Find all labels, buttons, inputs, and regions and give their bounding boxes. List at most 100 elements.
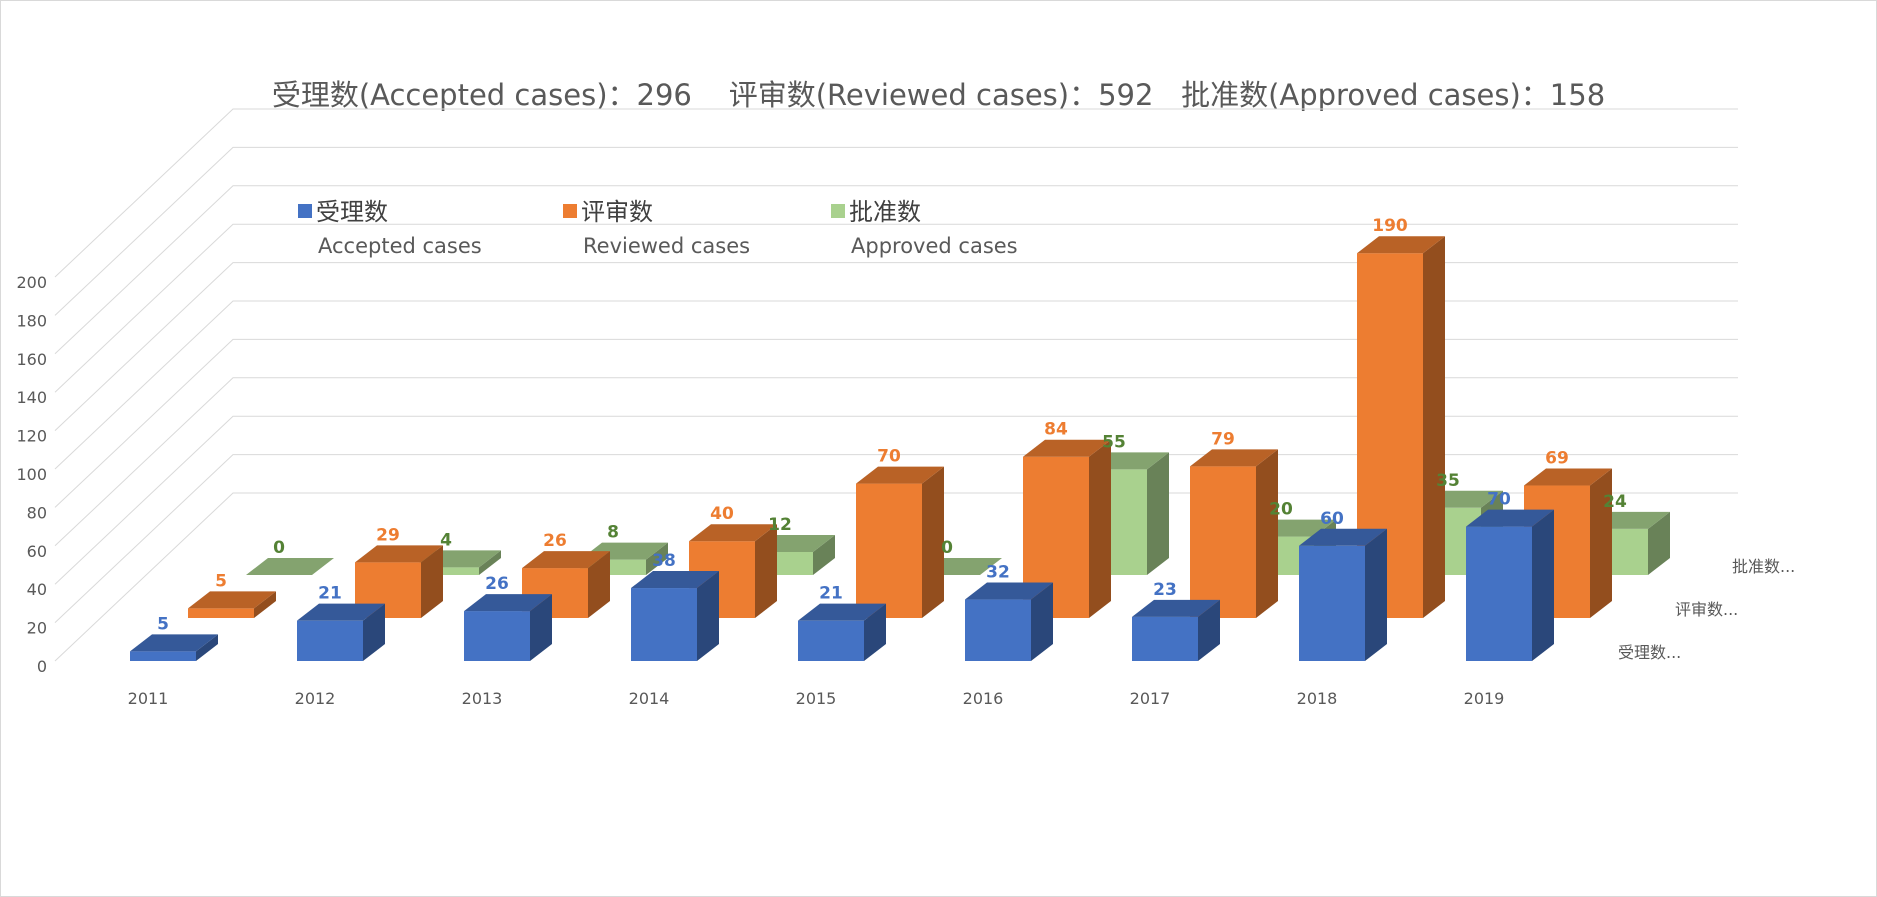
bar-top [1190, 449, 1278, 467]
bar-side [196, 634, 218, 661]
data-label: 21 [819, 584, 843, 604]
bar-top [464, 594, 552, 612]
bar-side [1590, 468, 1612, 618]
bar-top [856, 466, 944, 484]
y-tick-label: 200 [16, 273, 47, 292]
bar-top [631, 571, 719, 589]
data-label: 26 [543, 531, 567, 551]
x-tick-label: 2018 [1297, 689, 1338, 708]
bar [1190, 449, 1278, 618]
x-tick-label: 2011 [128, 689, 169, 708]
bar-top [355, 545, 443, 563]
bar-front [798, 620, 864, 661]
bar-top [965, 582, 1053, 600]
legend: 受理数 Accepted cases 评审数 Reviewed cases 批准数 App… [298, 198, 1018, 258]
data-labels: 0 4 8 12 0 55 20 35 24 5 29 26 40 70 84 79 190 69 5 21 26 38 2… [157, 216, 1627, 634]
data-label: 29 [376, 525, 400, 545]
bar-top [798, 603, 886, 621]
bar-front [631, 588, 697, 661]
x-tick-label: 2017 [1130, 689, 1171, 708]
gridline [54, 108, 1738, 278]
gridline [54, 262, 1738, 431]
bar [1299, 528, 1387, 661]
bar-side [530, 594, 552, 661]
gridline [54, 185, 1738, 355]
legend-sublabel: Reviewed cases [583, 234, 750, 258]
bar [1132, 599, 1220, 661]
legend-swatch [298, 204, 312, 218]
bar-front [464, 611, 530, 661]
y-tick-label: 80 [27, 503, 47, 522]
bar-front [413, 567, 479, 575]
bar-side [254, 591, 276, 618]
bar-top [246, 558, 334, 575]
data-label: 70 [1487, 490, 1511, 510]
bar-side [1031, 582, 1053, 661]
data-label: 8 [607, 523, 619, 543]
bar-side [1089, 439, 1111, 618]
bar-side [1198, 599, 1220, 661]
bar-front [965, 599, 1031, 661]
bar-top [188, 591, 276, 609]
bar-top [1524, 468, 1612, 486]
gridline [54, 377, 1738, 547]
chart-title: 受理数(Accepted cases)：296 评审数(Reviewed cas… [271, 78, 1606, 112]
legend-label: 评审数 [581, 198, 653, 226]
data-label: 12 [768, 515, 792, 535]
y-tick-label: 120 [16, 427, 47, 446]
gridline [54, 223, 1738, 393]
data-label: 0 [273, 538, 285, 558]
bar-side [479, 550, 501, 575]
data-label: 23 [1153, 580, 1177, 600]
bar-front [1466, 526, 1532, 661]
data-label: 69 [1545, 449, 1569, 469]
data-label: 79 [1211, 429, 1235, 449]
bar-side [363, 603, 385, 661]
legend-swatch [563, 204, 577, 218]
data-label: 35 [1436, 471, 1460, 491]
x-tick-label: 2019 [1464, 689, 1505, 708]
y-tick-label: 180 [16, 311, 47, 330]
bar-side [813, 534, 835, 575]
bar-side [1648, 511, 1670, 575]
bar-side [755, 524, 777, 618]
bar-side [1256, 449, 1278, 618]
bar [631, 571, 719, 661]
data-label: 24 [1603, 492, 1627, 512]
data-label: 4 [440, 530, 452, 550]
bar [1466, 509, 1554, 661]
bar-side [1423, 236, 1445, 618]
bar [856, 466, 944, 618]
bar-side [922, 466, 944, 618]
data-label: 5 [157, 614, 169, 634]
data-label: 40 [710, 504, 734, 524]
bar-front [1190, 466, 1256, 618]
bar-top [297, 603, 385, 621]
data-label: 84 [1044, 420, 1068, 440]
bar-top [1357, 236, 1445, 254]
y-tick-label: 20 [27, 619, 47, 638]
y-tick-label: 140 [16, 388, 47, 407]
y-tick-label: 40 [27, 580, 47, 599]
bar [965, 582, 1053, 661]
bar [798, 603, 886, 661]
bar-side [697, 571, 719, 661]
series-depth-label: 评审数... [1675, 600, 1738, 619]
bar [246, 558, 334, 575]
data-label: 55 [1102, 432, 1126, 452]
data-label: 20 [1269, 500, 1293, 520]
bar-front [1132, 616, 1198, 661]
gridline [54, 300, 1738, 470]
bar [355, 545, 443, 618]
data-label: 38 [652, 551, 676, 571]
bar-top [1466, 509, 1554, 527]
data-label: 190 [1372, 216, 1408, 236]
x-tick-label: 2016 [963, 689, 1004, 708]
bar-top [1299, 528, 1387, 546]
gridline [54, 146, 1738, 316]
legend-sublabel: Accepted cases [318, 234, 482, 258]
bar-side [864, 603, 886, 661]
bar-top [130, 634, 218, 652]
